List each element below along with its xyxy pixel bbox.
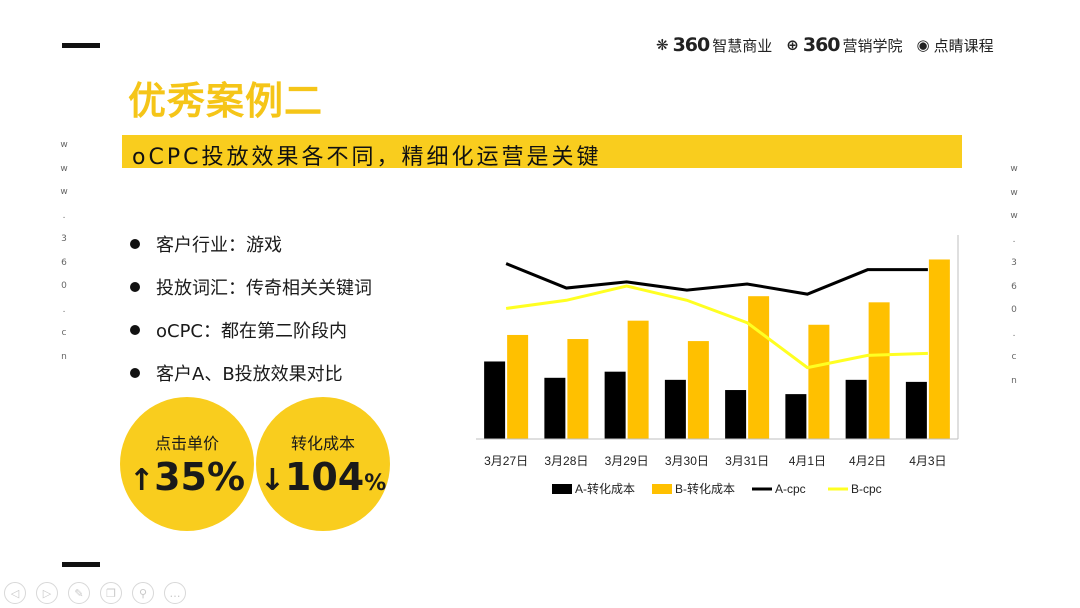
x-tick-label: 3月28日	[544, 454, 588, 468]
bar-b	[627, 320, 649, 439]
combo-chart: 3月27日 3月28日 3月29日 3月30日 3月31日 4月1日 4月2日 4月3日 A-转…	[476, 235, 959, 496]
legend-label: B-转化成本	[675, 481, 735, 496]
x-tick-label: 4月1日	[789, 454, 826, 468]
zoom-icon[interactable]: ⚲	[132, 582, 154, 604]
stat-label: 点击单价	[154, 434, 219, 453]
x-tick-label: 4月2日	[849, 454, 886, 468]
stat-circle-click-price: 点击单价 ↑35%	[120, 397, 254, 531]
legend-swatch	[652, 484, 672, 494]
bar-b	[868, 302, 890, 439]
list-item: 投放词汇：传奇相关关键词	[130, 265, 372, 308]
bullet-list: 客户行业：游戏 投放词汇：传奇相关关键词 oCPC：都在第二阶段内 客户A、B投…	[130, 222, 372, 394]
bar-a	[484, 361, 506, 439]
stat-value: ↓104%	[259, 455, 387, 499]
list-item: 客户行业：游戏	[130, 222, 372, 265]
bottom-accent-bar	[62, 562, 100, 567]
copy-icon[interactable]: ❐	[100, 582, 122, 604]
list-item: 客户A、B投放效果对比	[130, 351, 372, 394]
logo-360-smart-business: ❋ 360 智慧商业	[656, 34, 773, 56]
more-icon[interactable]: …	[164, 582, 186, 604]
bar-a	[845, 379, 867, 439]
stat-circle-conversion-cost: 转化成本 ↓104%	[256, 397, 390, 531]
bullet-dot-icon	[130, 281, 140, 292]
eye-icon: ◉	[916, 36, 930, 54]
bar-a	[905, 381, 927, 439]
legend-swatch	[552, 484, 572, 494]
bar-a	[544, 377, 566, 439]
prev-icon[interactable]: ◁	[4, 582, 26, 604]
page-title: 优秀案例二	[128, 79, 324, 123]
x-tick-label: 3月31日	[725, 454, 769, 468]
bar-b	[567, 339, 589, 439]
stat-label: 转化成本	[290, 434, 355, 453]
list-item: oCPC：都在第二阶段内	[130, 308, 372, 351]
x-tick-label: 3月27日	[484, 454, 528, 468]
arrow-down-icon: ↓	[259, 463, 285, 498]
arrow-up-icon: ↑	[128, 463, 155, 498]
bar-b	[928, 259, 950, 439]
legend-label: A-转化成本	[575, 481, 635, 496]
top-accent-bar	[62, 43, 100, 48]
bar-a	[664, 379, 686, 439]
line-b-cpc	[505, 284, 928, 370]
subtitle: oCPC投放效果各不同，精细化运营是关键	[132, 145, 602, 170]
subtitle-band	[122, 135, 962, 168]
flower-icon: ❋	[656, 36, 669, 54]
bullet-dot-icon	[130, 324, 140, 335]
legend-label: A-cpc	[775, 482, 806, 496]
logo-dianjing-course: ◉ 点睛课程	[916, 36, 994, 55]
x-tick-label: 3月29日	[605, 454, 649, 468]
slideshow-toolbar: ◁ ▷ ✎ ❐ ⚲ …	[4, 582, 196, 604]
next-icon[interactable]: ▷	[36, 582, 58, 604]
stat-value: ↑35%	[128, 455, 246, 499]
line-a-cpc	[505, 262, 928, 296]
bullet-dot-icon	[130, 238, 140, 249]
x-tick-label: 4月3日	[909, 454, 946, 468]
bar-a	[725, 390, 747, 439]
bullet-dot-icon	[130, 367, 140, 378]
bar-a	[604, 371, 626, 439]
bar-b	[687, 341, 709, 439]
bar-b	[748, 296, 770, 439]
plus-circle-icon: ⊕	[786, 36, 799, 54]
pen-icon[interactable]: ✎	[68, 582, 90, 604]
x-tick-label: 3月30日	[665, 454, 709, 468]
logo-360-marketing-academy: ⊕ 360 营销学院	[786, 34, 903, 56]
legend-label: B-cpc	[851, 482, 882, 496]
brand-logos: ❋ 360 智慧商业 ⊕ 360 营销学院 ◉ 点睛课程	[656, 33, 1008, 57]
bar-b	[507, 334, 529, 439]
bar-b	[808, 324, 830, 439]
bar-a	[785, 394, 807, 439]
